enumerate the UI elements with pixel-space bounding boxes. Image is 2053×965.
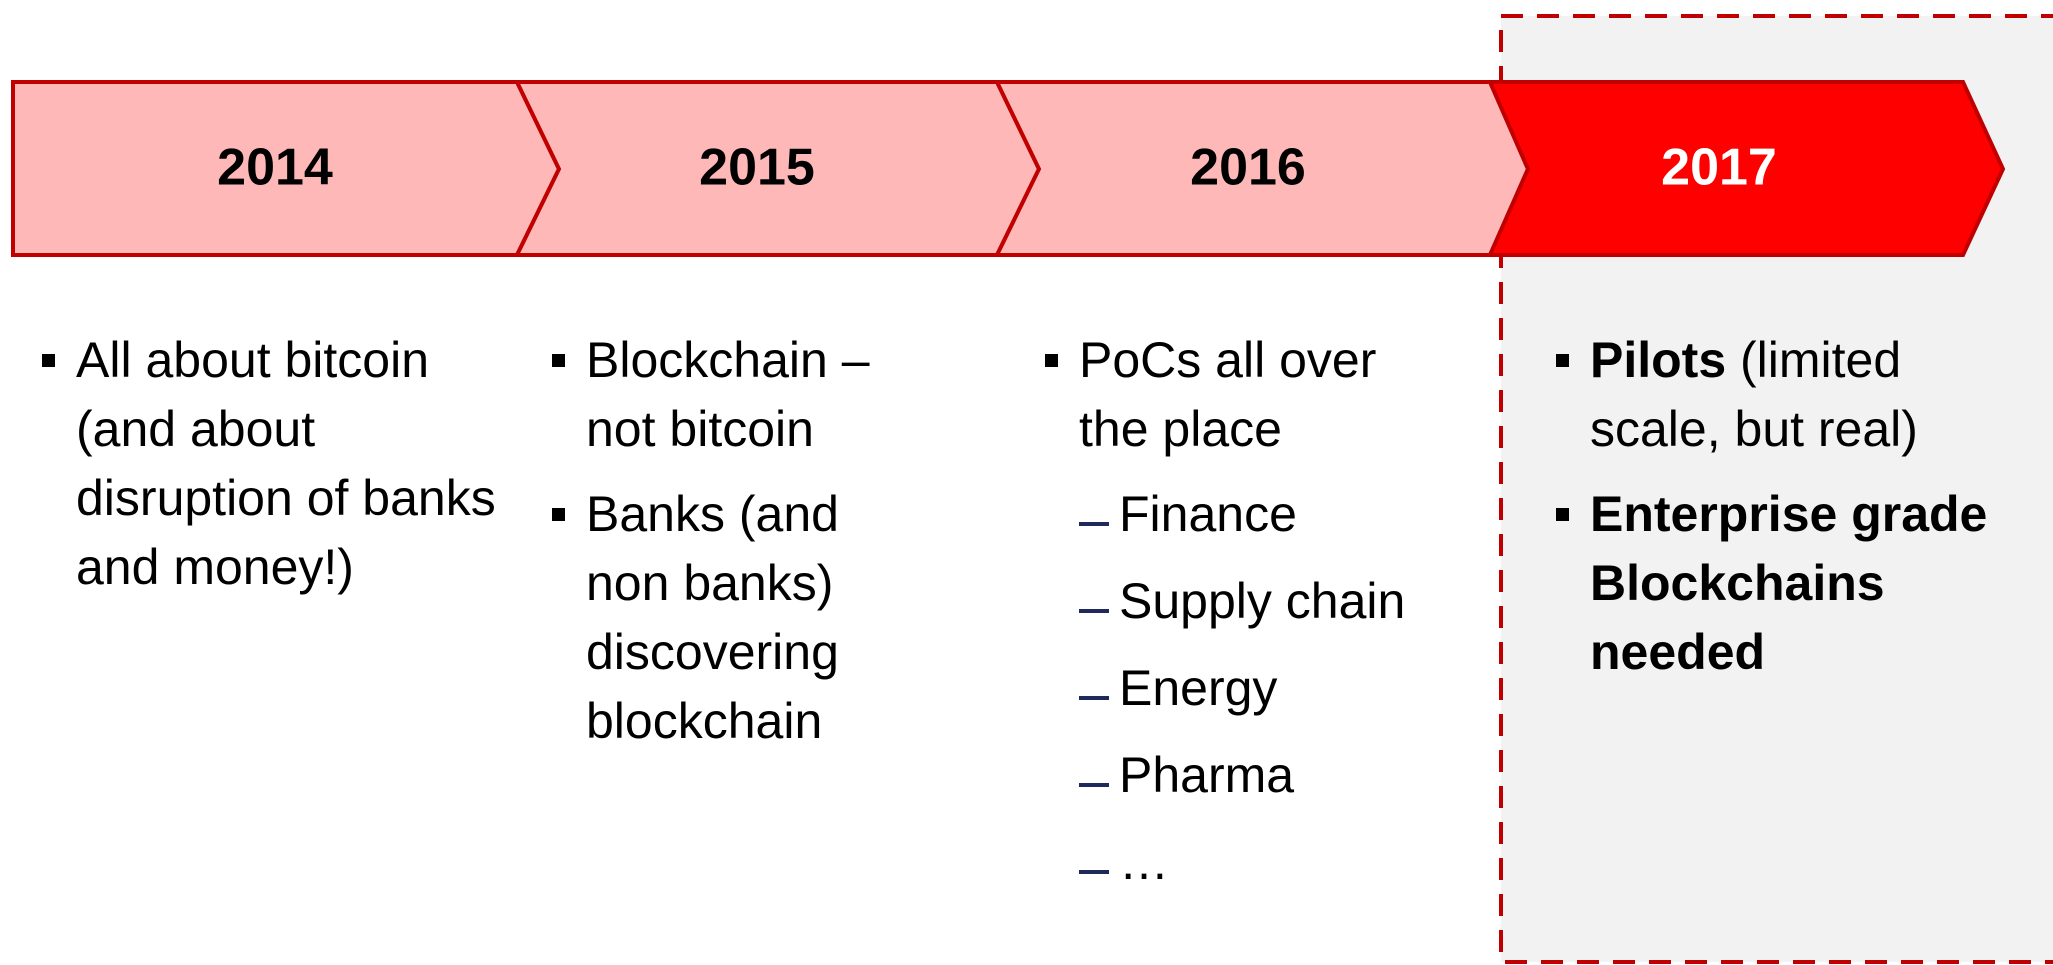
sub-item: … <box>1079 828 1459 897</box>
sub-item-text: … <box>1119 834 1169 890</box>
bullet-item: PoCs all over the place <box>1045 326 1459 464</box>
sub-item: Energy <box>1079 654 1459 723</box>
bullet-item: Banks (and non banks) discovering blockc… <box>552 480 926 756</box>
bullet-item: Blockchain – not bitcoin <box>552 326 926 464</box>
column: PoCs all over the place Finance Supply cha… <box>1045 326 1459 915</box>
column: Pilots (limited scale, but real) Enterpri… <box>1556 326 1990 703</box>
dash-marker <box>1079 522 1109 526</box>
year-label: 2014 <box>217 139 333 197</box>
year-label: 2016 <box>1190 139 1306 197</box>
bullet-bold-text: Pilots <box>1590 332 1727 388</box>
bullet-marker <box>552 354 565 367</box>
bullet-text: (limited scale, but real) <box>1590 332 1918 457</box>
sub-item-text: Supply chain <box>1119 573 1406 629</box>
year-label: 2017 <box>1661 139 1777 197</box>
chevron-current <box>1486 80 2006 257</box>
bullet-item: Pilots (limited scale, but real) <box>1556 326 1990 464</box>
dash-marker <box>1079 870 1109 874</box>
sub-item-text: Pharma <box>1119 747 1295 803</box>
sub-item: Pharma <box>1079 741 1459 810</box>
bullet-bold-text: Enterprise grade Blockchains needed <box>1590 486 1988 680</box>
column: Blockchain – not bitcoin Banks (and non b… <box>552 326 926 772</box>
dash-marker <box>1079 783 1109 787</box>
dash-marker <box>1079 609 1109 613</box>
bullet-text: Banks (and non banks) discovering blockc… <box>586 486 839 749</box>
bullet-item: Enterprise grade Blockchains needed <box>1556 480 1990 687</box>
dash-marker <box>1079 696 1109 700</box>
bullet-marker <box>1556 354 1569 367</box>
sub-item-text: Finance <box>1119 486 1297 542</box>
bullet-marker <box>42 354 55 367</box>
bullet-text: PoCs all over the place <box>1079 332 1377 457</box>
bullet-text: All about bitcoin (and about disruption … <box>76 332 496 595</box>
sub-item-text: Energy <box>1119 660 1278 716</box>
column: All about bitcoin (and about disruption … <box>42 326 501 618</box>
sub-item: Finance <box>1079 480 1459 549</box>
bullet-marker <box>1556 508 1569 521</box>
sub-item: Supply chain <box>1079 567 1459 636</box>
bullet-text: Blockchain – not bitcoin <box>586 332 870 457</box>
year-label: 2015 <box>699 139 815 197</box>
bullet-item: All about bitcoin (and about disruption … <box>42 326 501 602</box>
bullet-marker <box>552 508 565 521</box>
bullet-marker <box>1045 354 1058 367</box>
